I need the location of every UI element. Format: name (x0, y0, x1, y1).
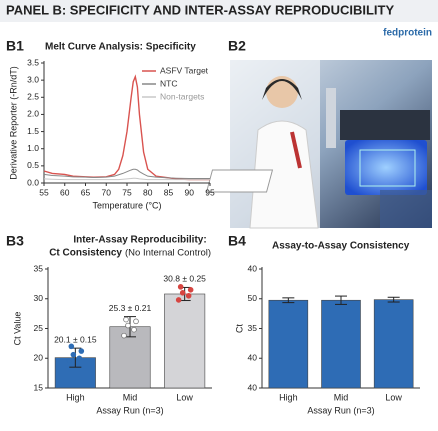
bar (268, 299, 309, 389)
legend-label: Non-targets (160, 91, 204, 101)
value-label: 30.8 ± 0.25 (163, 274, 206, 284)
y-tick-label: 1.5 (27, 126, 39, 136)
y-tick-label: 35 (248, 323, 258, 333)
data-point (125, 322, 131, 329)
panel-label: B2 (228, 38, 246, 54)
x-tick-label: High (279, 392, 298, 402)
x-tick-label: 55 (39, 187, 49, 197)
bar (373, 299, 414, 389)
chart-title: Inter-Assay Reproducibility: (73, 235, 206, 246)
x-axis-label: Assay Run (n=3) (96, 405, 163, 415)
chart-subtitle: (No Internal Control) (125, 248, 211, 259)
legend-label: NTC (160, 78, 177, 88)
panel-label: B4 (228, 233, 246, 249)
x-tick-label: 80 (143, 187, 153, 197)
y-tick-label: 50 (248, 293, 258, 303)
y-tick-label: 35 (34, 263, 44, 273)
data-point (175, 297, 182, 303)
x-tick-label: 90 (185, 187, 195, 197)
y-tick-label: 3.5 (27, 57, 39, 67)
x-tick-label: 95 (205, 187, 215, 197)
x-tick-label: Low (176, 392, 193, 402)
y-tick-label: 15 (34, 382, 44, 392)
y-axis-label: Ct (234, 324, 244, 333)
error-bar (335, 295, 347, 305)
error-bar (282, 297, 295, 304)
data-point (185, 292, 192, 299)
x-tick-label: Mid (334, 392, 349, 402)
data-point (131, 326, 137, 333)
y-tick-label: 40 (248, 382, 258, 392)
error-bar (387, 296, 400, 303)
y-axis-label: Ct Value (12, 312, 22, 346)
value-label: 20.1 ± 0.15 (54, 334, 97, 344)
value-label: 25.3 ± 0.21 (109, 303, 152, 313)
y-tick-label: 25 (34, 323, 44, 333)
data-point (68, 343, 75, 350)
data-point (76, 355, 83, 362)
y-tick-label: 1.0 (27, 143, 39, 153)
x-axis-label: Assay Run (n=3) (307, 405, 374, 415)
y-tick-label: 2.0 (27, 109, 39, 119)
y-tick-label: 0.0 (27, 177, 39, 187)
x-tick-label: 70 (102, 187, 112, 197)
chart-title: Ct Consistency (49, 248, 122, 259)
panel-label: B3 (6, 233, 24, 249)
x-tick-label: High (66, 392, 85, 402)
x-tick-label: 65 (81, 187, 91, 197)
data-point (121, 332, 127, 339)
x-tick-label: Mid (123, 392, 138, 402)
bar (321, 299, 361, 389)
data-point (78, 348, 85, 354)
x-tick-label: 75 (122, 187, 132, 197)
series-line (43, 168, 210, 180)
chart-title: Melt Curve Analysis: Specificity (45, 42, 196, 53)
lab-photo (205, 60, 432, 229)
data-point (123, 316, 129, 323)
data-point (179, 289, 186, 296)
x-tick-label: 85 (164, 187, 174, 197)
x-axis-label: Temperature (°C) (92, 200, 161, 210)
legend-label: ASFV Target (160, 65, 209, 75)
panel-label: B1 (6, 38, 24, 54)
y-tick-label: 0.5 (27, 160, 39, 170)
header-title: PANEL B: SPECIFICITY AND INTER-ASSAY REP… (6, 2, 394, 17)
x-tick-label: 60 (60, 187, 70, 197)
x-tick-label: Low (385, 392, 402, 402)
chart-title: Assay-to-Assay Consistency (272, 241, 410, 252)
y-axis-label: Derivative Reporter (-Rn/dT) (8, 66, 18, 180)
y-tick-label: 20 (34, 353, 44, 363)
y-tick-label: 40 (248, 353, 258, 363)
data-point (187, 287, 194, 293)
data-point (66, 357, 73, 364)
y-tick-label: 30 (34, 293, 44, 303)
y-tick-label: 3.0 (27, 74, 39, 84)
y-tick-label: 2.5 (27, 92, 39, 102)
series-line (43, 177, 210, 181)
data-point (177, 284, 184, 290)
bar (164, 293, 206, 389)
data-point (70, 351, 77, 358)
header-band (0, 0, 438, 22)
logo: fedprotein (383, 28, 432, 39)
y-tick-label: 40 (248, 263, 258, 273)
data-point (133, 318, 139, 325)
